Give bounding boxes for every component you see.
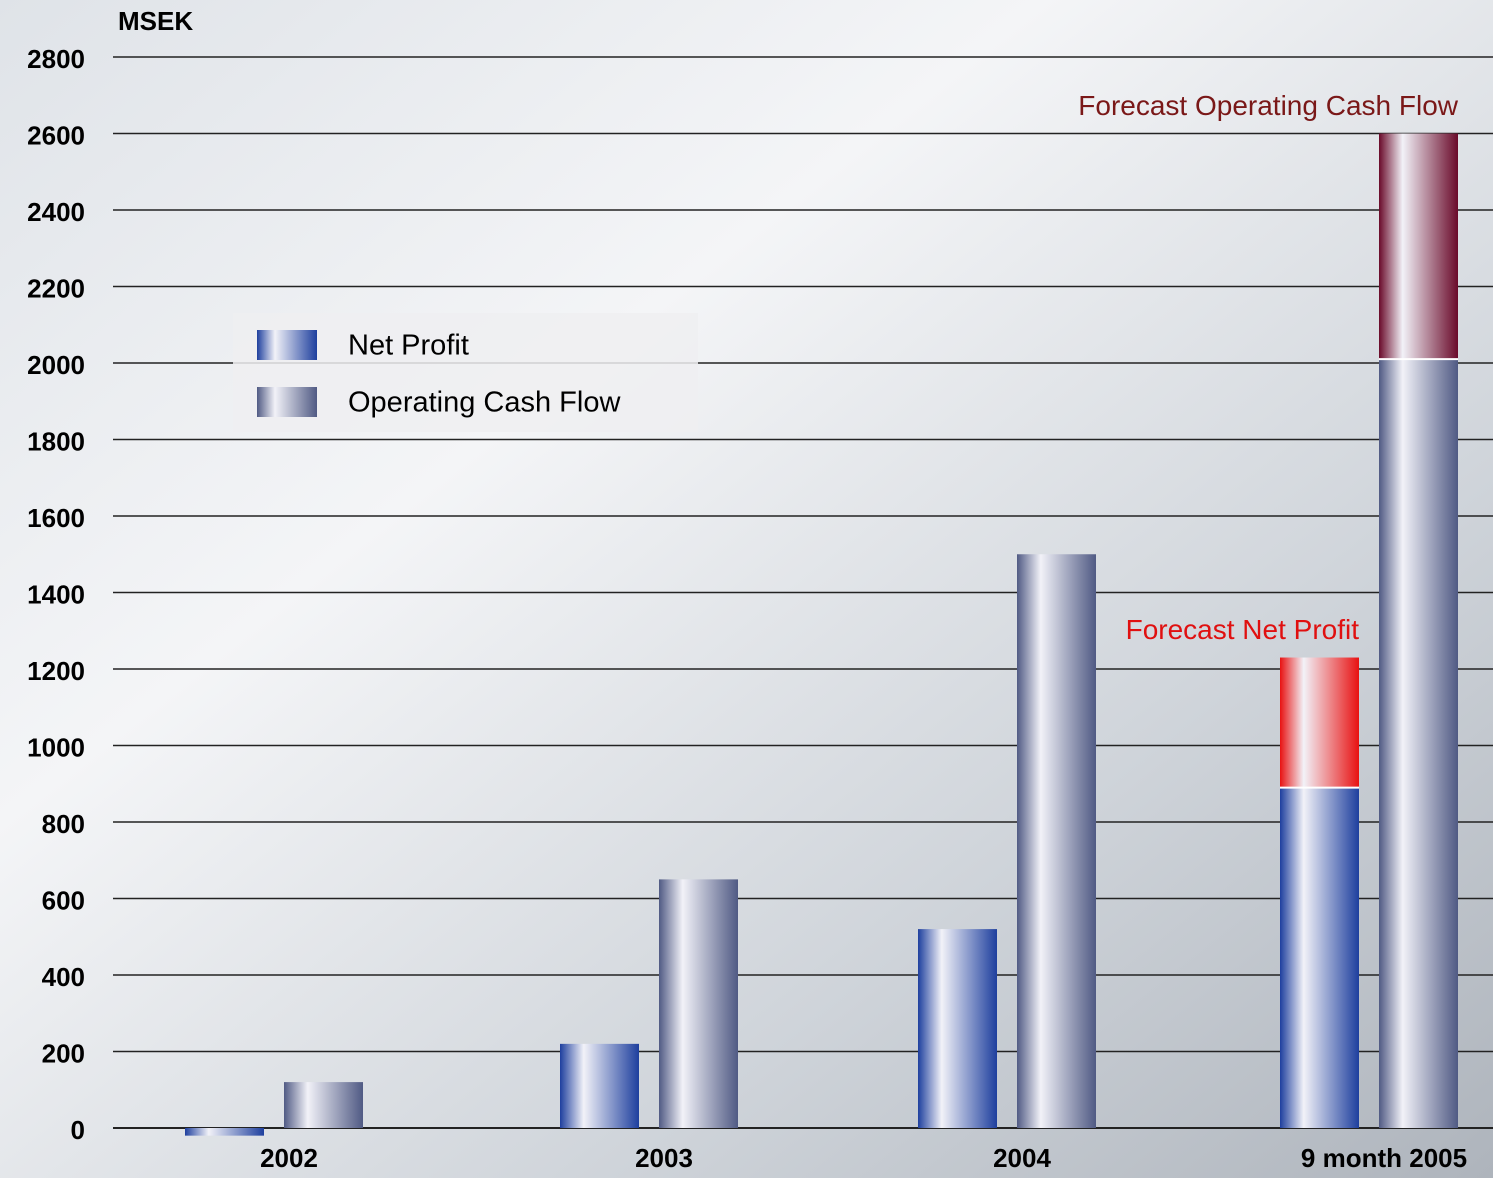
y-tick-label: 2400 [27,197,85,227]
y-tick-label: 1800 [27,426,85,456]
y-tick-label: 0 [71,1115,85,1145]
legend-swatch [257,330,317,360]
y-axis-label: MSEK [118,6,193,36]
bar [1280,787,1359,1128]
y-tick-label: 1400 [27,579,85,609]
bar [1017,554,1096,1128]
bar [659,879,738,1128]
forecast-label: Forecast Net Profit [1126,614,1360,645]
y-tick-label: 1000 [27,732,85,762]
y-tick-label: 2200 [27,273,85,303]
legend-label: Net Profit [348,330,469,362]
forecast-label: Forecast Operating Cash Flow [1078,90,1458,121]
y-tick-label: 200 [42,1038,85,1068]
x-tick-label: 9 month 2005 [1301,1143,1467,1173]
y-tick-label: 400 [42,962,85,992]
y-tick-label: 2600 [27,120,85,150]
bar [185,1128,264,1136]
x-tick-label: 2003 [635,1143,693,1173]
y-tick-label: 1600 [27,503,85,533]
forecast-bar [1280,657,1359,788]
y-tick-label: 2000 [27,350,85,380]
legend-label: Operating Cash Flow [348,387,621,419]
bar [560,1043,639,1128]
y-tick-label: 800 [42,809,85,839]
x-tick-label: 2002 [260,1143,318,1173]
y-tick-label: 2800 [27,44,85,74]
y-tick-label: 600 [42,885,85,915]
bar [284,1082,363,1128]
forecast-bar [1379,133,1458,360]
y-tick-label: 1200 [27,656,85,686]
legend-swatch [257,387,317,417]
legend: Net Profit Operating Cash Flow [233,313,698,432]
x-tick-label: 2004 [993,1143,1051,1173]
bar [918,929,997,1128]
bar [1379,359,1458,1128]
